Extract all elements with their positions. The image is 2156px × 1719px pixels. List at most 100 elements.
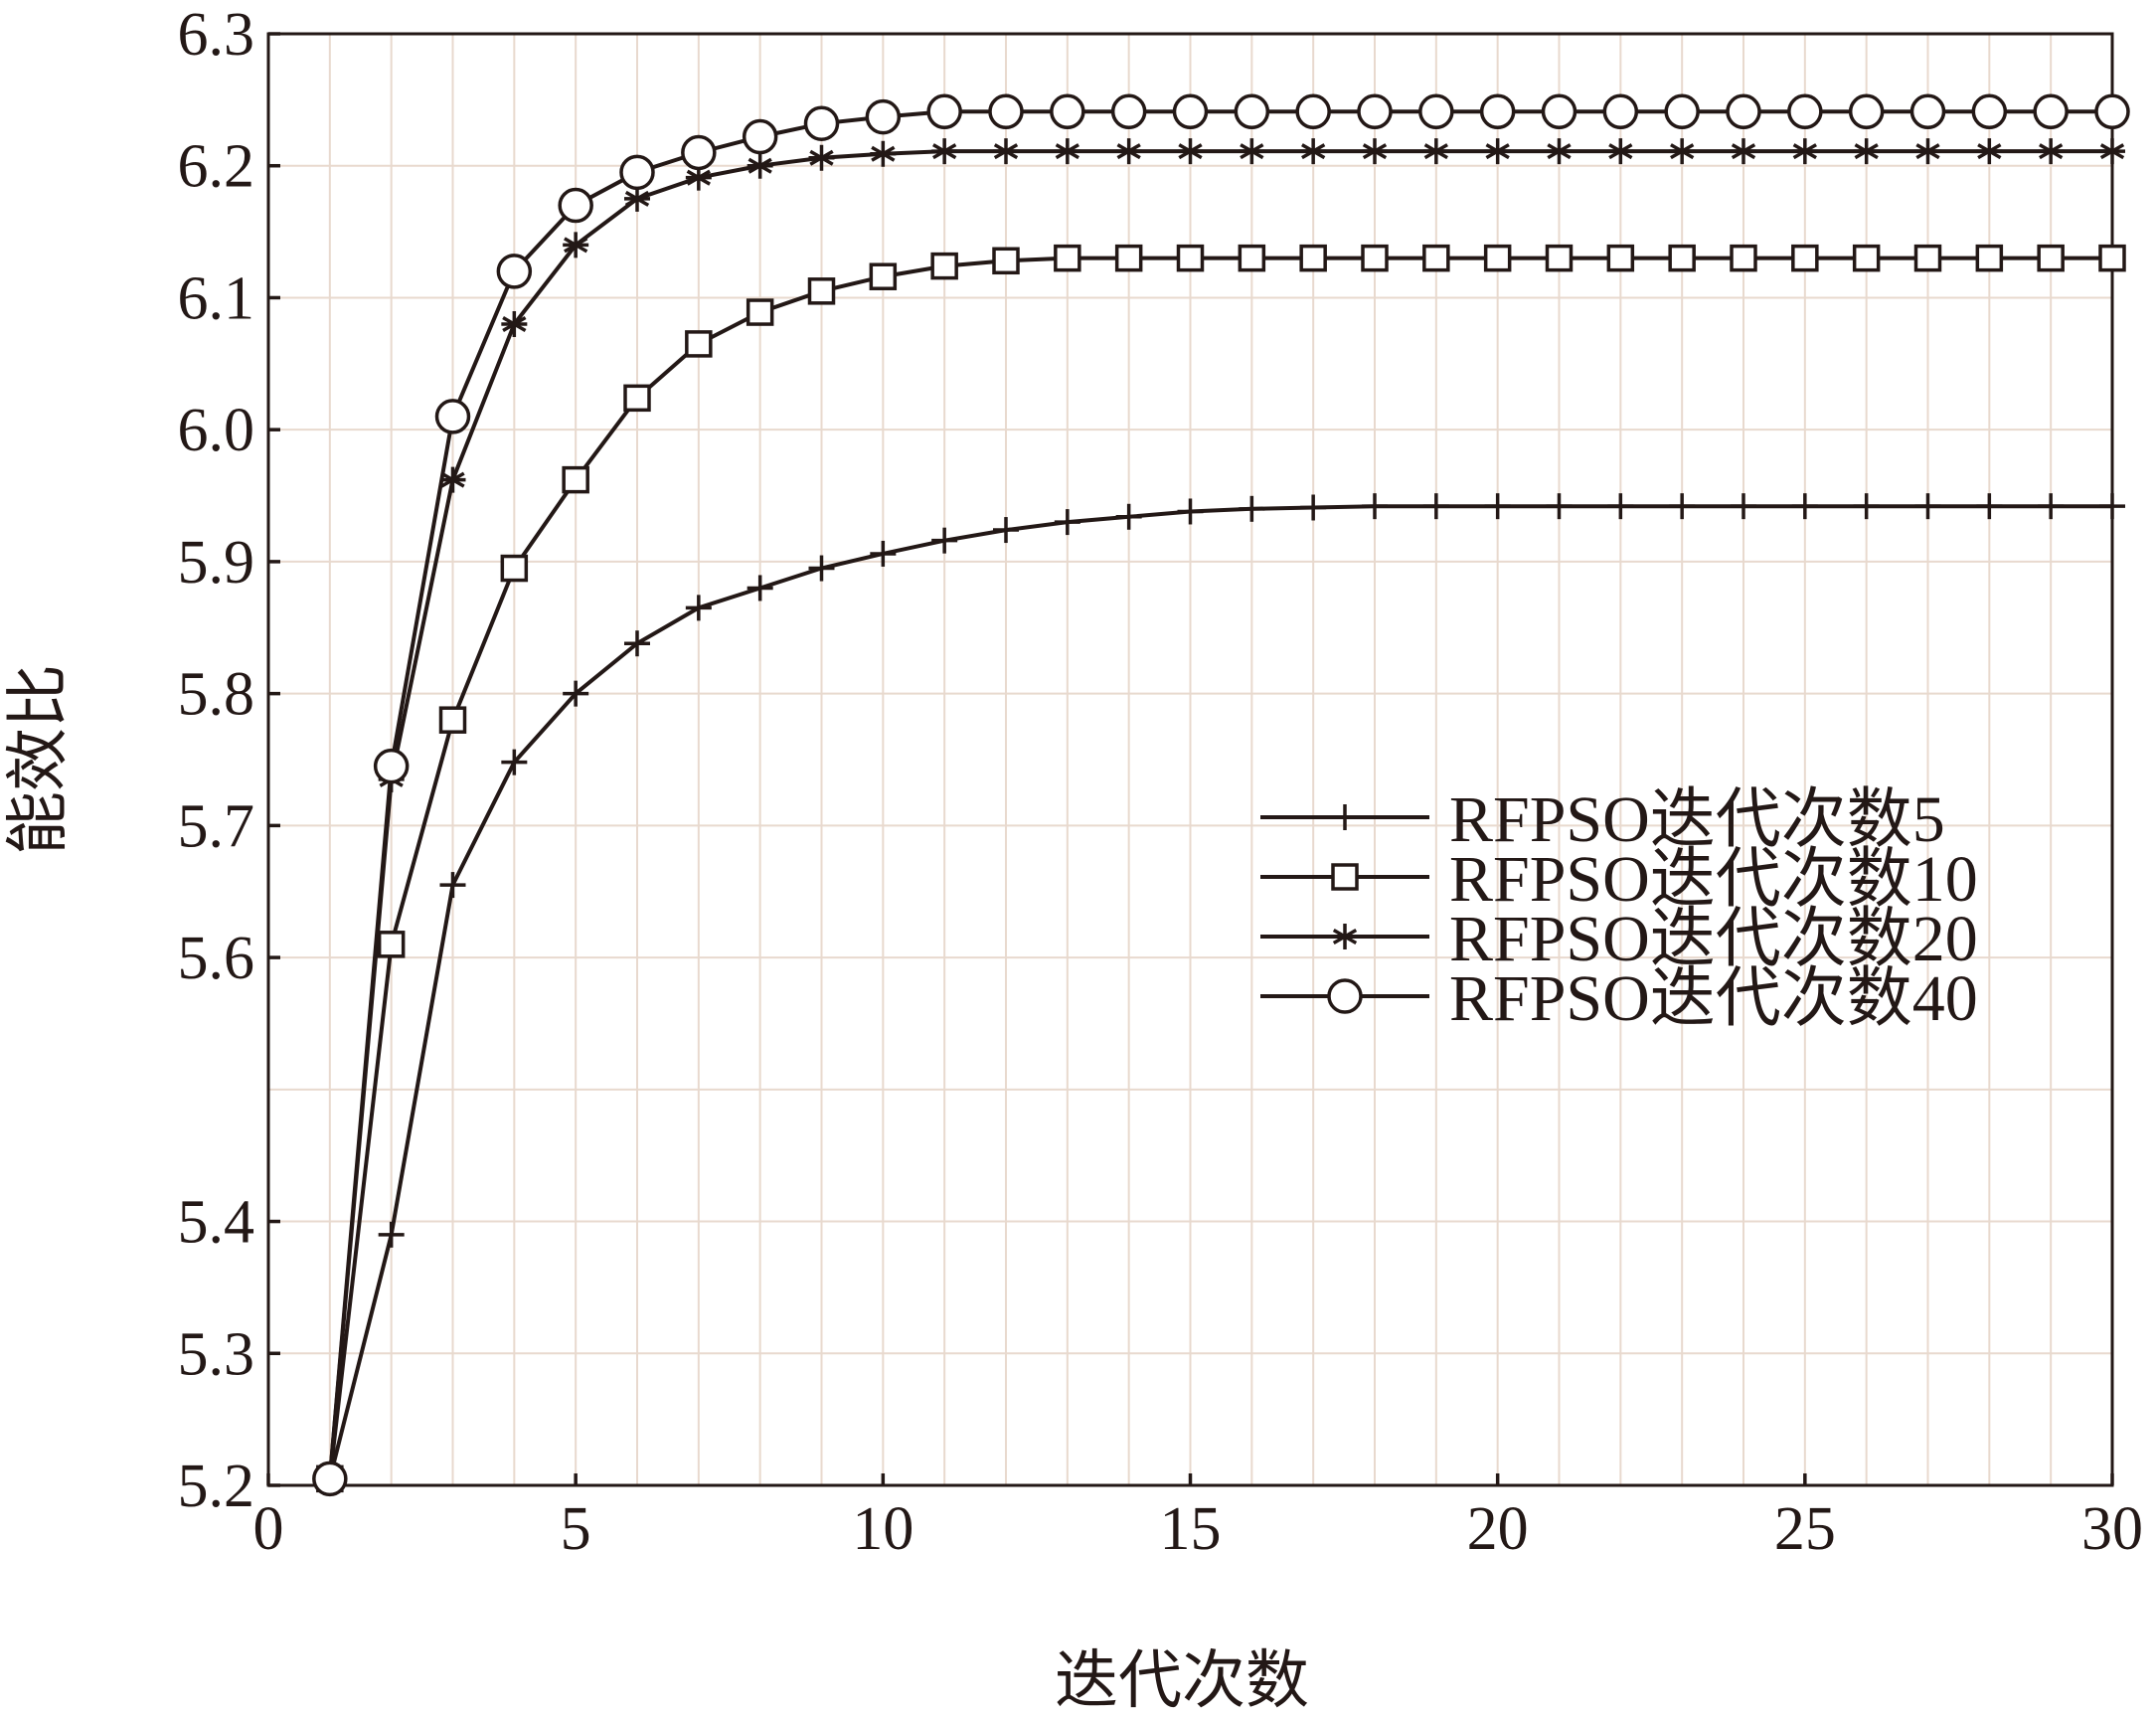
- data-point: [1848, 93, 1885, 130]
- data-point: [1913, 244, 1942, 272]
- data-point: [1971, 93, 2008, 130]
- legend-label: RFPSO迭代次数40: [1449, 962, 1978, 1035]
- data-point: [1546, 138, 1573, 165]
- x-axis-title: 迭代次数: [1055, 1644, 1309, 1718]
- y-tick-label: 6.2: [178, 133, 255, 201]
- data-point: [1669, 493, 1696, 520]
- y-tick-label: 6.3: [178, 1, 255, 69]
- data-point: [1418, 93, 1454, 130]
- legend-label: RFPSO迭代次数5: [1449, 783, 1945, 856]
- y-tick-label: 5.7: [178, 792, 255, 860]
- data-point: [563, 232, 589, 258]
- data-point: [870, 140, 897, 167]
- y-axis-title: 能效比: [2, 664, 76, 855]
- data-point: [1054, 244, 1081, 272]
- data-point: [1115, 138, 1142, 165]
- data-point: [1791, 138, 1818, 165]
- data-point: [1300, 138, 1327, 165]
- data-point: [2098, 244, 2126, 272]
- data-point: [931, 138, 958, 165]
- data-point: [1361, 244, 1389, 272]
- data-point: [1975, 244, 2004, 272]
- data-point: [1787, 93, 1823, 130]
- data-point: [685, 595, 712, 621]
- x-tick-label: 10: [852, 1495, 913, 1563]
- data-point: [624, 185, 650, 212]
- y-tick-label: 5.8: [178, 661, 255, 729]
- legend-label: RFPSO迭代次数20: [1449, 903, 1978, 975]
- data-point: [439, 466, 466, 493]
- series-4: [312, 93, 2130, 1497]
- data-point: [931, 527, 958, 554]
- data-point: [623, 384, 651, 413]
- series-2: [316, 244, 2126, 1493]
- y-tick-label: 5.4: [178, 1189, 255, 1257]
- legend-marker: [1327, 978, 1363, 1014]
- data-point: [1176, 244, 1205, 272]
- data-point: [869, 262, 898, 290]
- legend-item: RFPSO迭代次数5: [1260, 783, 1945, 856]
- data-point: [1791, 244, 1819, 272]
- data-point: [1664, 93, 1700, 130]
- data-point: [681, 134, 717, 171]
- data-point: [870, 540, 897, 567]
- y-tick-label: 5.9: [178, 529, 255, 597]
- x-axis: 0 5 10 15 20 25 30: [253, 1473, 2143, 1563]
- data-point: [1177, 138, 1204, 165]
- data-point: [1541, 93, 1577, 130]
- data-point: [1177, 498, 1204, 525]
- data-point: [2033, 93, 2069, 130]
- data-point: [993, 138, 1019, 165]
- x-tick-label: 5: [561, 1495, 591, 1563]
- data-point: [1479, 93, 1516, 130]
- series-group: [312, 93, 2130, 1497]
- data-point: [926, 93, 962, 130]
- data-point: [1239, 138, 1265, 165]
- data-point: [496, 254, 533, 289]
- data-point: [500, 554, 529, 583]
- data-point: [1607, 493, 1634, 520]
- data-point: [992, 247, 1020, 275]
- data-point: [1914, 138, 1941, 165]
- data-point: [1852, 244, 1881, 272]
- data-point: [501, 749, 528, 775]
- data-point: [1362, 493, 1388, 520]
- legend-marker: [1331, 863, 1359, 891]
- data-point: [1295, 93, 1331, 130]
- data-point: [1172, 93, 1209, 130]
- data-point: [742, 118, 778, 155]
- data-point: [2099, 138, 2125, 165]
- data-point: [439, 872, 466, 899]
- legend-marker: [1332, 924, 1358, 949]
- y-tick-label: 5.6: [178, 925, 255, 992]
- data-point: [746, 152, 773, 179]
- data-point: [1483, 244, 1512, 272]
- legend-label: RFPSO迭代次数10: [1449, 843, 1978, 916]
- data-point: [1726, 93, 1761, 130]
- data-point: [993, 517, 1019, 544]
- data-point: [1484, 138, 1511, 165]
- data-point: [1238, 244, 1266, 272]
- data-point: [312, 1461, 348, 1497]
- data-point: [1602, 93, 1639, 130]
- data-point: [1853, 138, 1880, 165]
- data-point: [1914, 493, 1941, 520]
- data-point: [2099, 493, 2125, 520]
- legend-item: RFPSO迭代次数40: [1260, 962, 1978, 1035]
- data-point: [1545, 244, 1574, 272]
- data-point: [1050, 93, 1085, 130]
- data-point: [1300, 494, 1327, 521]
- data-point: [1791, 493, 1818, 520]
- data-point: [1606, 244, 1635, 272]
- data-point: [1422, 138, 1449, 165]
- data-point: [1607, 138, 1634, 165]
- y-tick-label: 5.3: [178, 1320, 255, 1388]
- legend: RFPSO迭代次数5RFPSO迭代次数10RFPSO迭代次数20RFPSO迭代次…: [1260, 783, 1978, 1035]
- data-point: [1422, 244, 1450, 272]
- data-point: [378, 1221, 405, 1248]
- data-point: [1976, 138, 2003, 165]
- data-point: [807, 277, 836, 305]
- data-point: [1546, 493, 1573, 520]
- x-tick-label: 0: [253, 1495, 284, 1563]
